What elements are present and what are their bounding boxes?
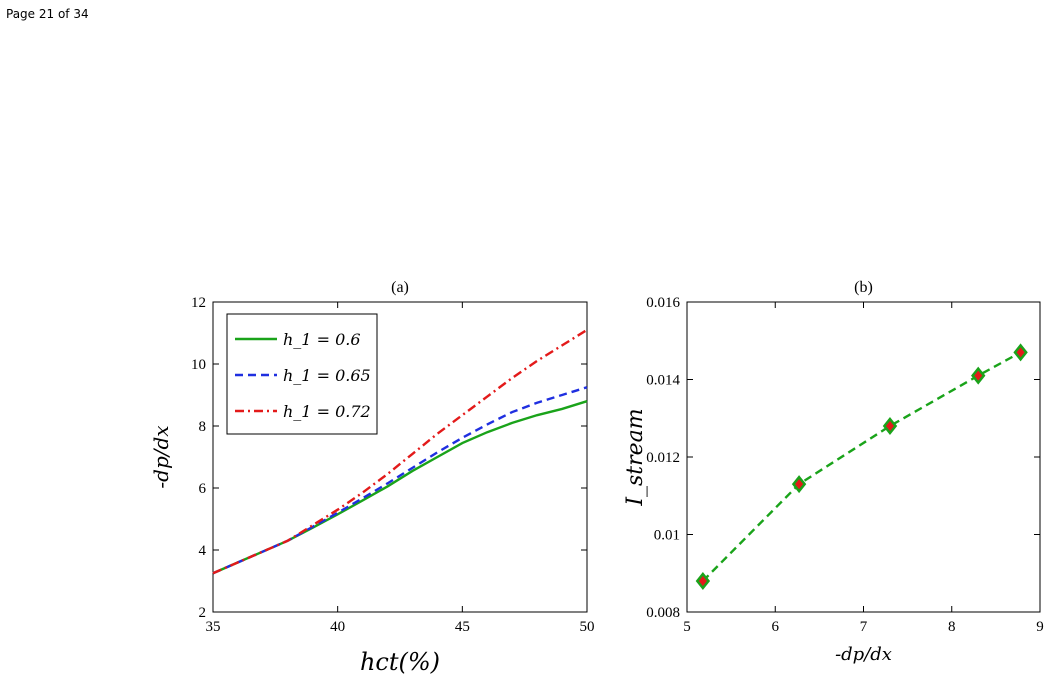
chart-b: 5 6 7 8 9 0.008 0.01 0.012 0.014 0.016 (b) -dp/dx I_…	[623, 279, 1044, 665]
y-tick-label: 0.008	[646, 605, 680, 621]
x-tick-label: 8	[948, 619, 956, 635]
data-point	[971, 366, 986, 385]
y-tick-label: 0.014	[646, 373, 680, 389]
x-axis-label: hct(%)	[360, 648, 440, 676]
y-tick-label: 8	[199, 419, 207, 435]
y-tick-label: 0.012	[646, 450, 680, 466]
series-line	[702, 351, 1022, 582]
chart-a: 35 40 45 50 2 4 6 8 10 12 (a) h_1 = 0.6 h_1 = 0.65 h_…	[149, 279, 595, 676]
x-tick-label: 40	[330, 619, 345, 635]
legend-label: h_1 = 0.6	[283, 330, 361, 349]
y-tick-label: 0.01	[654, 528, 680, 544]
plot-frame	[212, 301, 588, 613]
y-tick-label: 12	[191, 295, 206, 311]
data-point	[1013, 343, 1028, 362]
y-tick-label: 10	[191, 357, 206, 373]
page-header: Page 21 of 34	[6, 7, 89, 21]
data-point	[791, 475, 807, 494]
chart-title: (b)	[854, 279, 873, 296]
y-axis-label: I_stream	[623, 408, 648, 506]
x-tick-label: 9	[1036, 619, 1044, 635]
x-tick-label: 7	[860, 619, 868, 635]
y-tick-label: 2	[199, 605, 207, 621]
x-tick-label: 35	[206, 619, 221, 635]
data-point	[695, 571, 711, 591]
plot-frame	[686, 301, 1041, 613]
data-point	[882, 416, 898, 436]
x-tick-label: 5	[683, 619, 691, 635]
x-tick-label: 50	[580, 619, 595, 635]
legend-label: h_1 = 0.65	[283, 366, 371, 385]
chart-title: (a)	[391, 279, 409, 296]
series-line	[212, 386, 588, 575]
x-axis-label: -dp/dx	[835, 644, 892, 665]
y-tick-label: 4	[199, 543, 207, 559]
y-tick-label: 6	[199, 481, 207, 497]
y-axis-label: -dp/dx	[149, 425, 173, 488]
legend-label: h_1 = 0.72	[283, 402, 371, 421]
x-tick-label: 45	[455, 619, 470, 635]
y-tick-label: 0.016	[646, 295, 680, 311]
x-tick-label: 6	[772, 619, 780, 635]
series-line	[212, 328, 588, 575]
